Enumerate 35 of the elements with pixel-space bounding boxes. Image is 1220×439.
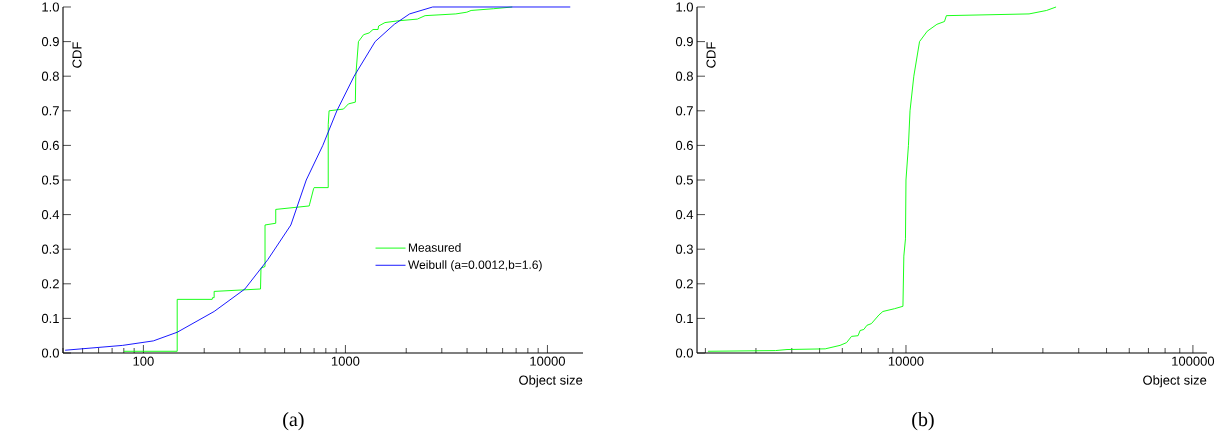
legend-label: Weibull (a=0.0012,b=1.6) [408, 260, 542, 272]
text: (a) [283, 412, 304, 431]
text: (b) [912, 412, 934, 431]
y-axis-title: CDF [72, 42, 82, 68]
y-tick-label: 0.6 [41, 140, 59, 150]
legend-label: Measured [408, 243, 461, 252]
x-axis-title: Object size [519, 375, 583, 388]
y-tick-label: 0.1 [41, 313, 59, 323]
y-tick-label: 0.9 [41, 36, 59, 47]
y-tick-label: 0.3 [675, 244, 693, 254]
y-tick-label: 0.1 [675, 313, 693, 323]
y-tick-label: 0.9 [675, 36, 693, 47]
y-tick-label: 1.0 [676, 2, 693, 12]
y-tick-label: 0.5 [41, 175, 59, 185]
y-tick-label: 0.2 [41, 279, 59, 289]
y-tick-label: 0.3 [41, 244, 59, 254]
x-tick-label: 10000 [888, 356, 924, 366]
y-tick-label: 0.0 [41, 348, 59, 358]
y-tick-label: 0.2 [675, 279, 693, 289]
x-tick-label: 100 [133, 356, 154, 366]
x-axis-title: Object size [1143, 375, 1207, 388]
y-tick-label: 0.0 [675, 348, 693, 358]
y-tick-label: 0.8 [41, 71, 59, 81]
y-axis-title: CDF [706, 42, 716, 68]
x-tick-label: 1000 [331, 356, 360, 366]
y-tick-label: 0.7 [41, 106, 59, 116]
y-tick-label: 1.0 [42, 2, 59, 12]
y-tick-label: 0.8 [675, 71, 693, 81]
y-tick-label: 0.4 [41, 210, 60, 220]
x-tick-label: 100000 [1172, 356, 1215, 366]
y-tick-label: 0.7 [675, 106, 693, 116]
x-tick-label: 10000 [530, 356, 565, 366]
y-tick-label: 0.5 [675, 175, 693, 185]
y-tick-label: 0.6 [675, 140, 693, 150]
y-tick-label: 0.4 [675, 210, 694, 220]
